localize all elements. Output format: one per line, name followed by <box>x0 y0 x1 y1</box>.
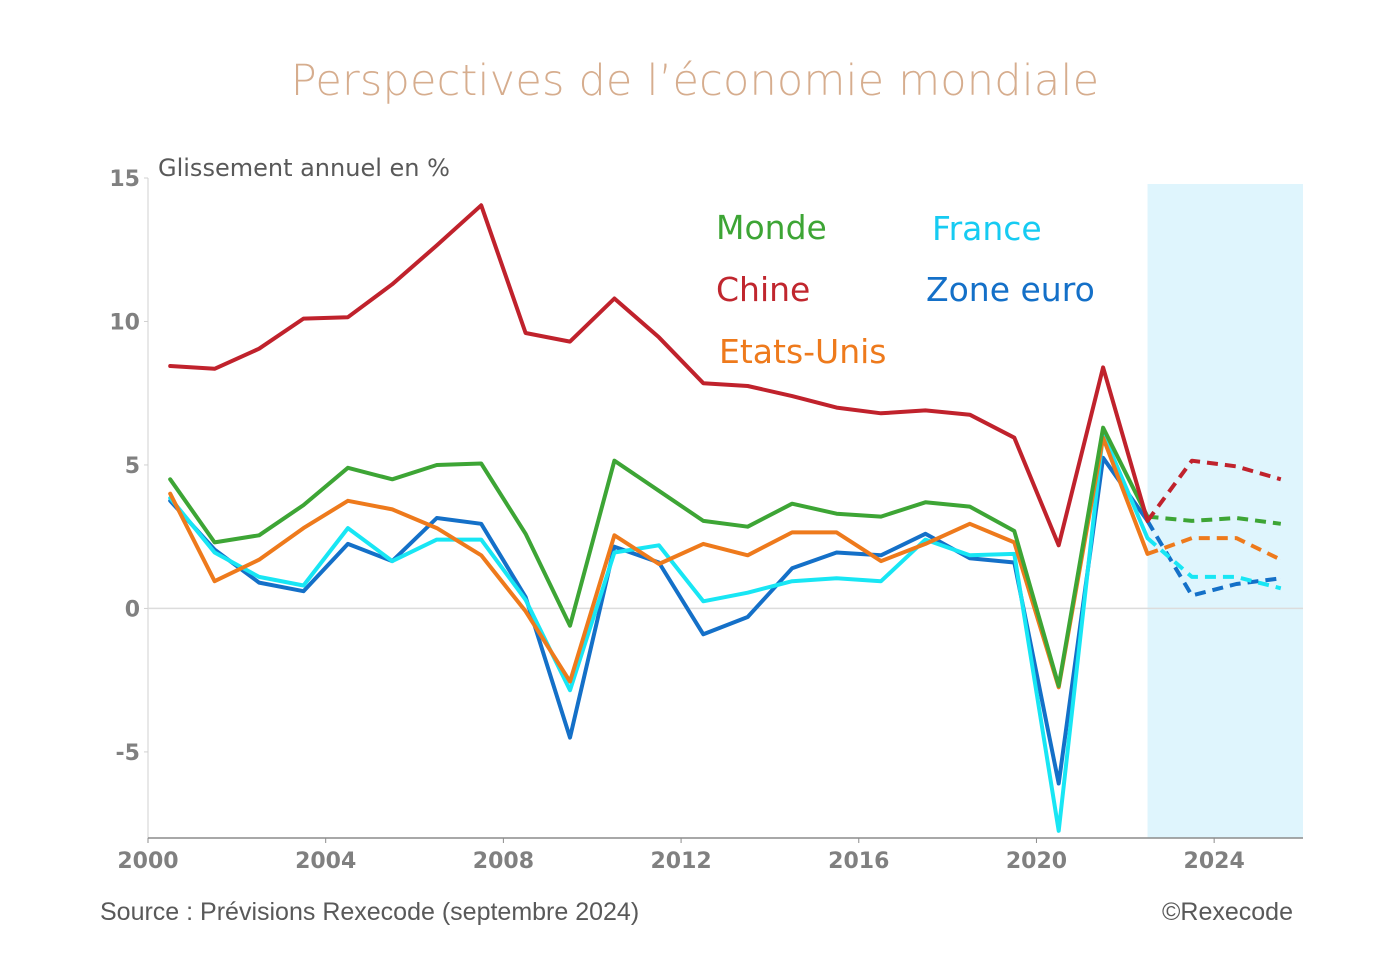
series-forecast-zone-euro <box>1145 519 1282 598</box>
x-tick-label: 2008 <box>473 849 534 874</box>
y-axis-label: Glissement annuel en % <box>158 154 450 182</box>
x-tick-label: 2020 <box>1006 849 1067 874</box>
chart-title: Perspectives de l’économie mondiale <box>290 56 1100 106</box>
y-tick-label: 0 <box>125 597 140 622</box>
series-forecast-monde <box>1147 514 1282 526</box>
y-tick-label: 15 <box>109 167 140 192</box>
source-note: Source : Prévisions Rexecode (septembre … <box>100 898 640 926</box>
series-line-zone-euro <box>168 455 1150 786</box>
legend-item-zone-euro: Zone euro <box>926 270 1095 309</box>
x-tick-label: 2024 <box>1184 849 1245 874</box>
y-tick-label: 5 <box>125 454 140 479</box>
forecast-shading <box>1147 184 1303 838</box>
x-tick-label: 2016 <box>828 849 889 874</box>
y-tick-label: 10 <box>109 310 140 335</box>
legend-item-chine: Chine <box>716 270 811 309</box>
x-tick-label: 2000 <box>117 849 178 874</box>
y-tick-label: -5 <box>116 741 140 766</box>
series-forecast-france <box>1146 536 1282 591</box>
copyright-note: ©Rexecode <box>1162 898 1293 926</box>
series-forecast-etats-unis <box>1146 536 1282 562</box>
series-line-monde <box>168 425 1150 688</box>
x-tick-label: 2012 <box>650 849 711 874</box>
legend-item-etats-unis: Etats-Unis <box>719 332 887 371</box>
legend-item-monde: Monde <box>716 208 827 247</box>
legend-item-france: France <box>932 209 1042 248</box>
series-forecast-chine <box>1145 458 1282 523</box>
x-tick-label: 2004 <box>295 849 356 874</box>
